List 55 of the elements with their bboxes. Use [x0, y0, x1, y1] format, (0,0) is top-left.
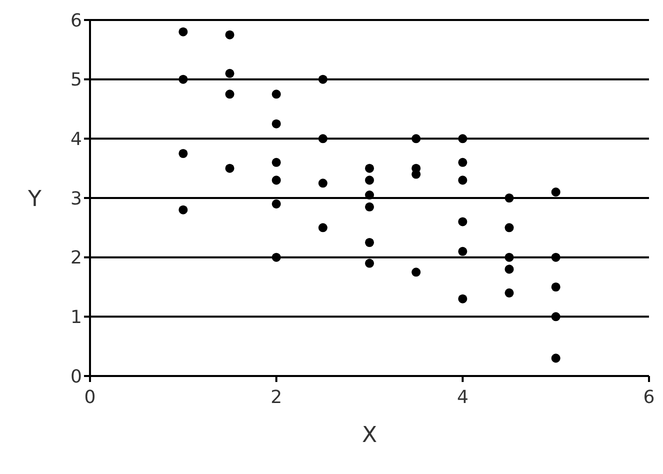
point — [272, 252, 281, 262]
point — [225, 30, 234, 40]
point — [272, 158, 281, 167]
point — [458, 158, 468, 167]
y-tick-label: 5 — [70, 70, 82, 91]
point — [458, 217, 468, 226]
point — [458, 134, 468, 144]
point — [178, 205, 188, 214]
point — [318, 223, 328, 232]
point — [458, 176, 468, 185]
point — [272, 90, 281, 99]
point — [504, 264, 514, 274]
y-tick-label: 2 — [70, 248, 82, 269]
point — [551, 188, 560, 197]
point — [504, 288, 514, 298]
point — [178, 74, 188, 84]
point — [504, 223, 514, 232]
y-tick-label: 3 — [70, 188, 82, 210]
point — [272, 119, 281, 128]
point — [225, 164, 234, 173]
point — [364, 238, 374, 248]
point — [458, 294, 468, 304]
point — [364, 190, 374, 200]
point — [551, 282, 560, 292]
x-tick-label: 0 — [84, 386, 96, 408]
point — [225, 90, 234, 99]
x-tick-label: 4 — [456, 386, 468, 408]
point — [364, 258, 374, 268]
point — [364, 202, 374, 212]
x-tick-label: 6 — [643, 386, 655, 408]
x-axis-title: X — [362, 423, 378, 448]
point — [412, 268, 421, 277]
point — [225, 68, 234, 78]
point — [412, 134, 421, 144]
point — [318, 74, 328, 84]
y-tick-label: 6 — [70, 10, 82, 32]
point — [551, 312, 560, 322]
x-tick-label: 2 — [270, 386, 282, 408]
y-tick-label: 0 — [70, 366, 82, 388]
point — [364, 164, 374, 173]
point — [318, 178, 328, 188]
point — [458, 246, 468, 256]
y-tick-label: 4 — [70, 129, 82, 150]
point — [178, 148, 188, 158]
point — [272, 176, 281, 185]
point — [178, 27, 188, 36]
y-axis-title: Y — [27, 186, 42, 212]
point — [272, 199, 281, 208]
point — [364, 176, 374, 185]
point — [504, 252, 514, 262]
point — [318, 134, 328, 144]
point — [504, 193, 514, 203]
y-tick-label: 1 — [70, 307, 82, 328]
point — [551, 354, 560, 363]
point — [551, 252, 560, 262]
